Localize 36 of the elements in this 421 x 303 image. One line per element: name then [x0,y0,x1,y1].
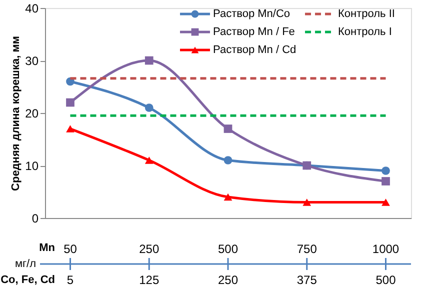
x-tick-label: 1000 [372,242,400,256]
point [382,177,390,186]
annotation: 5 [66,273,74,287]
legend-label: Контроль II [338,8,395,20]
point [224,156,232,164]
annotation: 125 [139,273,160,287]
point [66,125,74,132]
point [382,198,390,206]
x-tick-label: 50 [64,242,78,256]
legend-label: Контроль I [338,26,392,38]
y-tick-label: 0 [32,212,39,226]
x-tick-label: 500 [218,242,238,256]
point [144,56,154,65]
x-tick-label: 750 [296,242,318,256]
annotation: 500 [376,273,396,287]
y-tick-label: 30 [25,54,39,68]
legend-label: Раствор Mn/Co [213,8,290,20]
point [144,156,154,164]
x-tick-label: 250 [139,242,160,256]
y-tick-label: 20 [25,106,39,120]
annotation: 250 [218,273,238,287]
point [302,198,312,206]
y-tick-label: 40 [25,2,39,16]
legend-label: Раствор Mn / Fe [213,26,295,38]
point [144,104,154,112]
point [66,98,74,107]
annotation: 375 [296,273,318,287]
y-tick-label: 10 [25,159,39,173]
point [382,166,390,175]
legend-label: Раствор Mn / Cd [213,44,296,56]
text: Mn [39,242,56,254]
y-axis-title: Средняя длина корешка, мм [10,36,22,191]
point [224,124,232,133]
text: мг/л [14,258,36,270]
point [224,193,232,201]
text: Co, Fe, Cd [0,274,55,286]
